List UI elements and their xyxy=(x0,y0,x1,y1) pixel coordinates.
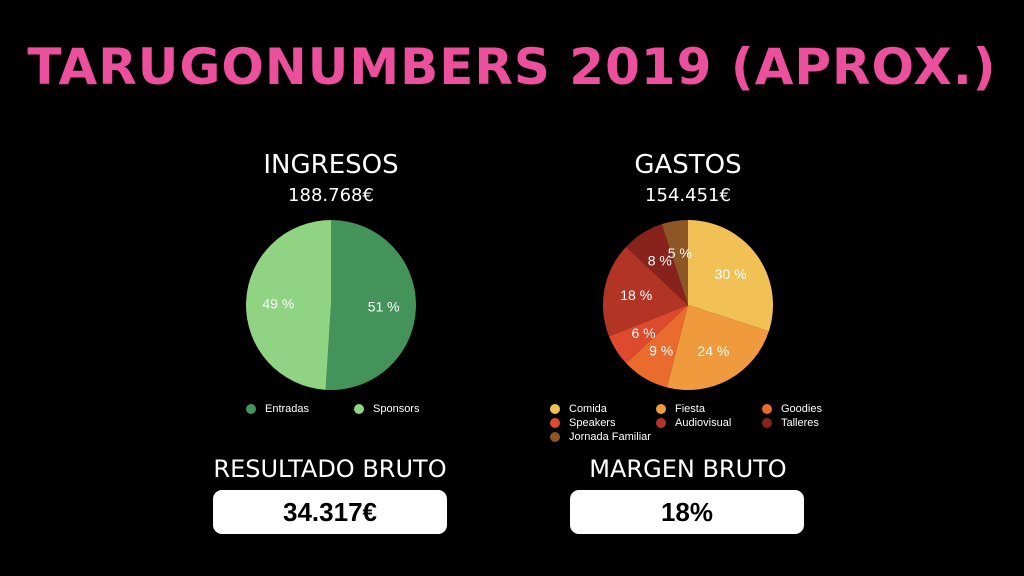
legend-label: Audiovisual xyxy=(675,417,732,429)
slice-label-speakers: 6 % xyxy=(631,325,655,341)
legend-item-goodies: Goodies xyxy=(762,403,822,415)
legend-item-fiesta: Fiesta xyxy=(656,403,705,415)
slice-label-sponsors: 49 % xyxy=(262,295,294,311)
ingresos-total: 188.768€ xyxy=(288,185,374,206)
legend-swatch xyxy=(762,404,772,414)
legend-item-talleres: Talleres xyxy=(762,417,819,429)
pie-slice-entradas xyxy=(325,220,416,390)
pie-slice-sponsors xyxy=(245,220,331,390)
legend-label: Goodies xyxy=(781,403,822,415)
legend-swatch xyxy=(550,404,560,414)
legend-item-entradas: Entradas xyxy=(246,403,309,415)
ingresos-pie-chart: 51 % 49 % xyxy=(245,220,416,390)
page-title: TARUGONUMBERS 2019 (APROX.) xyxy=(27,38,997,96)
legend-item-audiovisual: Audiovisual xyxy=(656,417,731,429)
gastos-pie-chart: 30 % 24 % 9 %6 % 18 % 8 %5 % xyxy=(603,220,773,390)
slice-label-talleres: 8 % xyxy=(648,253,672,269)
legend-label: Jornada Familiar xyxy=(569,431,651,443)
legend-item-jornada-familiar: Jornada Familiar xyxy=(550,431,651,443)
pie-slice-audiovisual xyxy=(603,246,688,337)
slice-label-goodies: 9 % xyxy=(649,342,673,358)
legend-label: Entradas xyxy=(265,403,310,415)
slice-label-comida: 30 % xyxy=(715,266,747,282)
margen-bruto-label: MARGEN BRUTO xyxy=(589,455,787,483)
slice-label-audiovisual: 18 % xyxy=(620,287,652,303)
resultado-bruto-label: RESULTADO BRUTO xyxy=(213,455,447,483)
pie-slice-talleres xyxy=(626,224,688,305)
pie-slice-jornada-familiar xyxy=(661,220,688,305)
margen-bruto-value: 18% xyxy=(570,490,804,534)
legend-label: Comida xyxy=(569,403,607,415)
pie-slice-comida xyxy=(688,220,773,332)
legend-item-speakers: Speakers xyxy=(550,417,615,429)
legend-label: Fiesta xyxy=(675,403,705,415)
pie-slice-fiesta xyxy=(666,305,769,390)
pie-slice-goodies xyxy=(626,305,688,388)
gastos-total: 154.451€ xyxy=(645,185,731,206)
legend-swatch xyxy=(656,418,666,428)
legend-label: Sponsors xyxy=(373,403,420,415)
legend-swatch xyxy=(550,432,560,442)
legend-item-comida: Comida xyxy=(550,403,607,415)
legend-swatch xyxy=(656,404,666,414)
resultado-bruto-value: 34.317€ xyxy=(213,490,447,534)
slice-label-entradas: 51 % xyxy=(368,299,400,315)
slice-label-fiesta: 24 % xyxy=(697,343,729,359)
gastos-title: GASTOS xyxy=(634,150,742,180)
slice-label-jornada-familiar: 5 % xyxy=(668,245,692,261)
legend-label: Speakers xyxy=(569,417,616,429)
pie-slice-speakers xyxy=(608,305,688,364)
legend-item-sponsors: Sponsors xyxy=(354,403,419,415)
legend-swatch xyxy=(354,404,364,414)
legend-swatch xyxy=(550,418,560,428)
legend-swatch xyxy=(246,404,256,414)
legend-label: Talleres xyxy=(781,417,819,429)
ingresos-title: INGRESOS xyxy=(263,150,399,180)
legend-swatch xyxy=(762,418,772,428)
